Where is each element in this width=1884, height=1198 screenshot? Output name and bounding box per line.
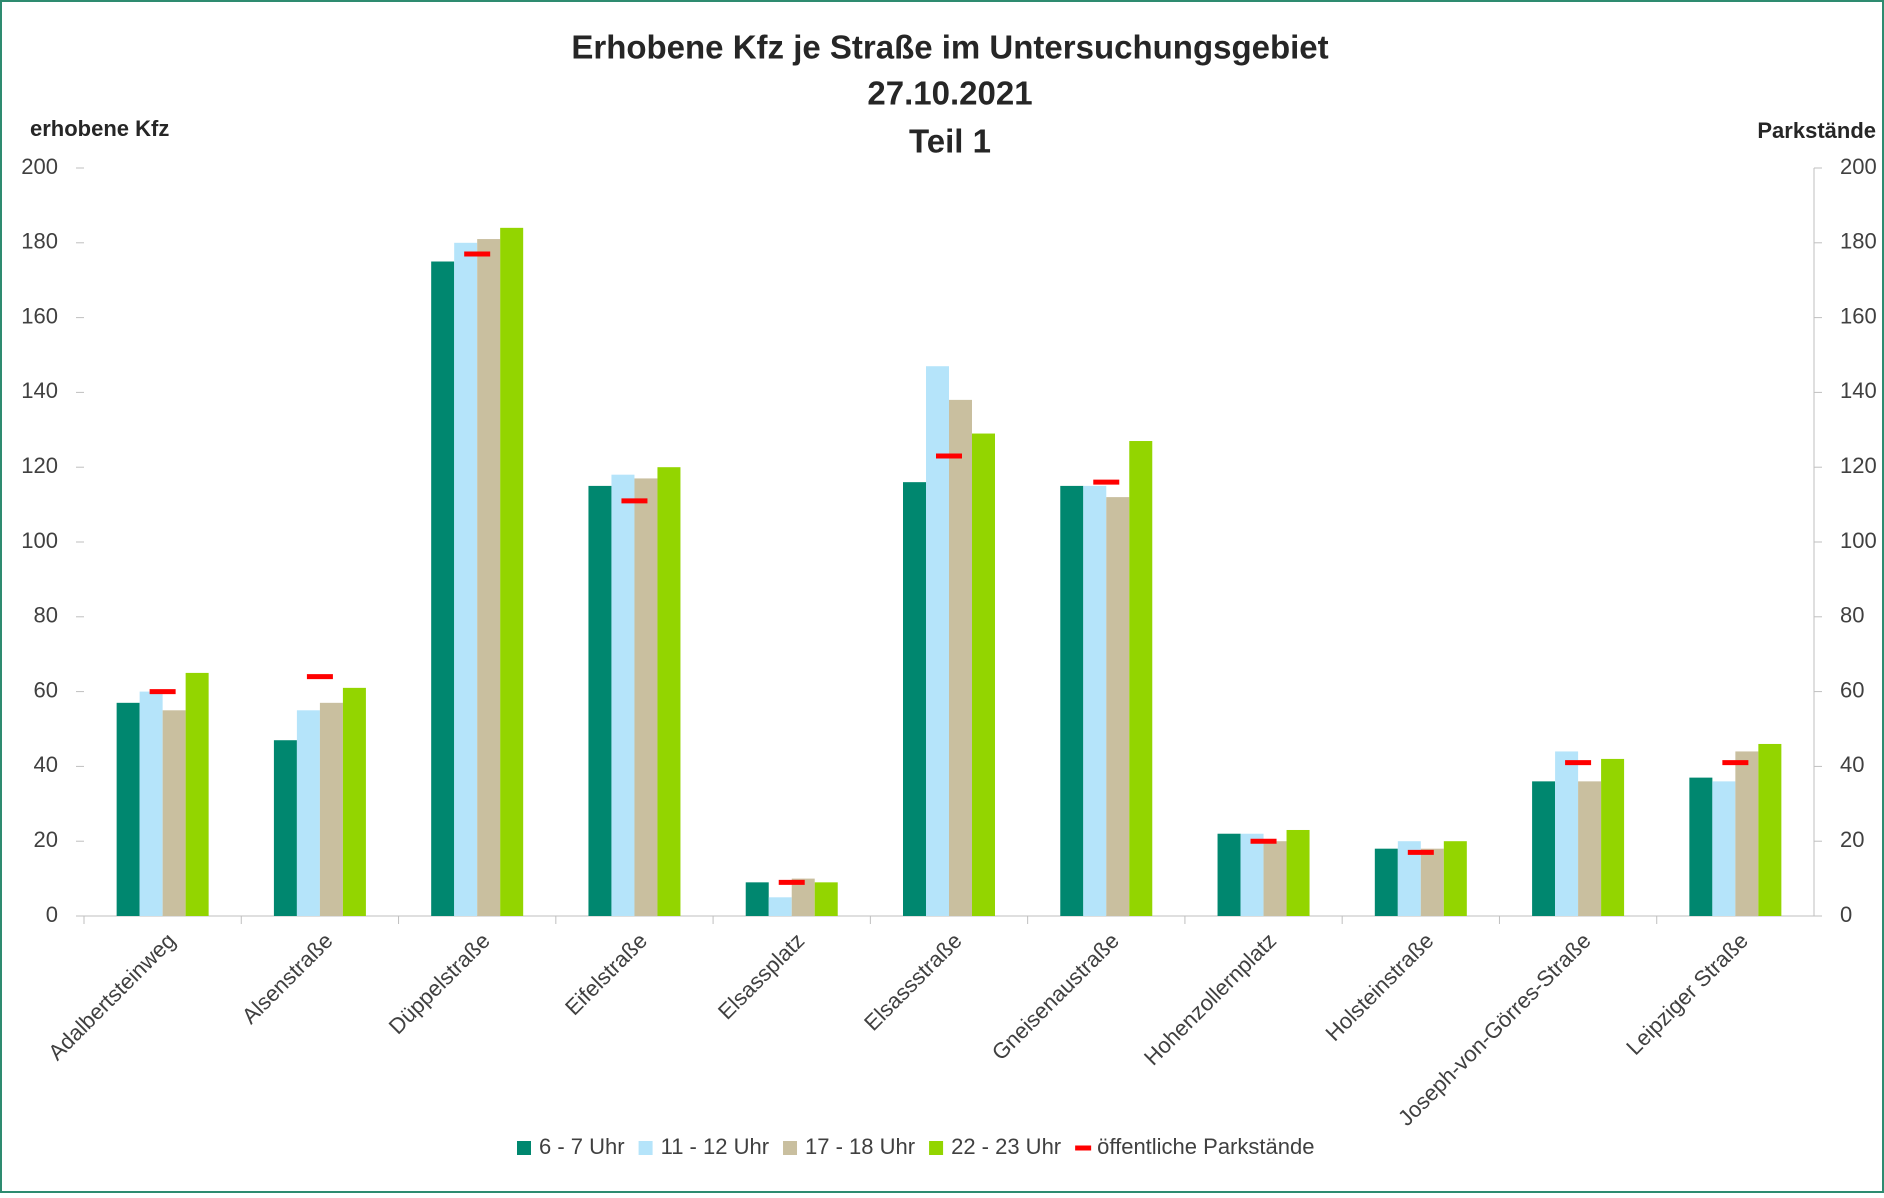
bar [768,897,792,916]
bar [814,882,838,916]
legend-label: 11 - 12 Uhr [661,1134,769,1159]
bar [1689,777,1713,916]
bar [611,474,635,916]
bar [1532,781,1556,916]
bar [319,702,343,916]
y2-axis-label: Parkstände [1757,118,1876,143]
y2-tick-label: 140 [1840,378,1877,403]
bar [972,433,995,916]
bar [657,467,681,916]
bar [1601,758,1625,916]
legend-label: öffentliche Parkstände [1097,1134,1314,1159]
y-axis-label: erhobene Kfz [30,116,169,141]
bar [500,227,524,917]
chart-title: Erhobene Kfz je Straße im Untersuchungsg… [571,29,1328,66]
bar [926,366,949,917]
y-tick-label: 100 [21,528,58,553]
y-tick-label: 200 [21,154,58,179]
bar [1374,848,1398,916]
bar [296,710,320,916]
bar [1420,848,1444,916]
bar [791,878,815,916]
bar [949,399,972,916]
y2-tick-label: 40 [1840,752,1864,777]
y2-tick-label: 120 [1840,453,1877,478]
y-tick-label: 0 [46,902,58,927]
bar [1129,441,1153,916]
bar [139,691,163,916]
y2-tick-label: 180 [1840,229,1877,254]
bar [431,261,455,916]
bar [634,478,658,916]
bar [477,239,501,916]
bar [342,687,366,916]
y-tick-label: 180 [21,229,58,254]
bar [1240,833,1264,916]
y2-tick-label: 20 [1840,827,1864,852]
legend-swatch [929,1141,944,1155]
bar [1106,497,1130,916]
y-tick-label: 40 [34,752,58,777]
bar [1555,751,1579,916]
y2-tick-label: 160 [1840,303,1877,328]
legend-label: 6 - 7 Uhr [539,1134,625,1159]
legend-label: 17 - 18 Uhr [805,1134,915,1159]
bar [1758,743,1782,916]
bar [1263,841,1287,916]
bar [162,710,186,916]
y-tick-label: 120 [21,453,58,478]
y-tick-label: 60 [34,677,58,702]
y2-tick-label: 0 [1840,902,1852,927]
legend-swatch [783,1141,798,1155]
y-tick-label: 160 [21,303,58,328]
bar [273,740,297,916]
bar [1286,829,1310,916]
bar [116,702,140,916]
legend-label: 22 - 23 Uhr [951,1134,1061,1159]
bar [454,242,478,917]
y2-tick-label: 60 [1840,677,1864,702]
y-tick-label: 20 [34,827,58,852]
legend-swatch [638,1141,653,1155]
bar [1578,781,1602,916]
bar [1397,841,1421,916]
bar [1060,485,1084,916]
y-tick-label: 80 [34,603,58,628]
bar [903,482,926,916]
chart-subtitle: Teil 1 [909,123,991,160]
bar [1217,833,1241,916]
bar [1443,841,1467,916]
bar [185,672,209,916]
y2-tick-label: 100 [1840,528,1877,553]
bar [745,882,769,916]
bar [1083,485,1107,916]
legend-swatch [517,1141,531,1155]
y-tick-label: 140 [21,378,58,403]
y2-tick-label: 80 [1840,603,1864,628]
bar [1712,781,1736,916]
bar [588,485,612,916]
bar [1735,751,1759,916]
y2-tick-label: 200 [1840,154,1877,179]
chart-subtitle: 27.10.2021 [867,75,1032,112]
